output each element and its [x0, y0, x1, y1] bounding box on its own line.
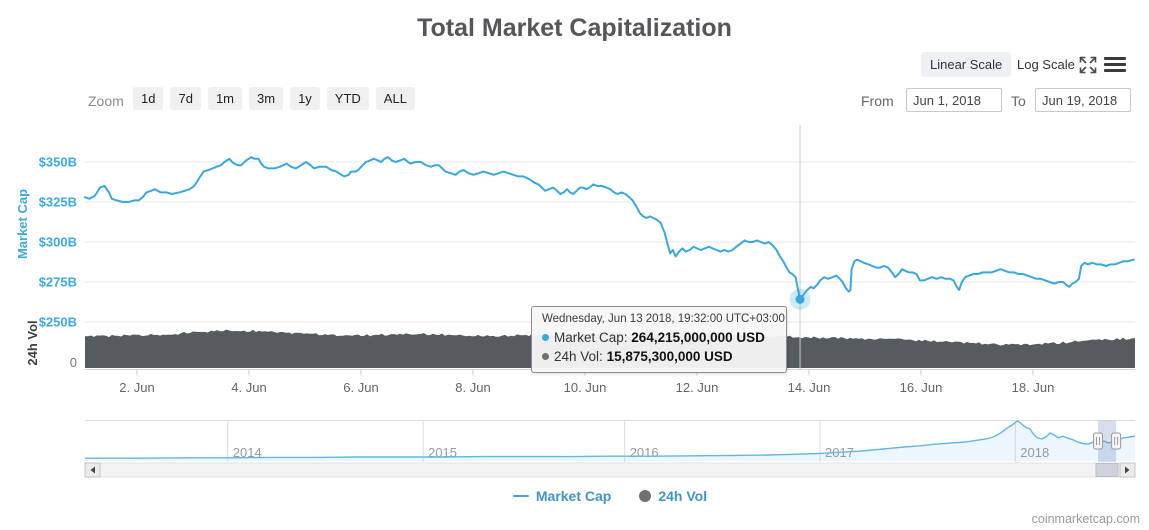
volume-zero-label: 0 [70, 355, 77, 370]
legend-circle-marker-icon [639, 490, 652, 502]
x-axis-tick-label: 8. Jun [455, 380, 490, 395]
zoom-button-ytd[interactable]: YTD [326, 87, 369, 110]
linear-scale-button[interactable]: Linear Scale [921, 52, 1012, 77]
navigator-selected-range[interactable] [1098, 420, 1117, 463]
scrollbar-track[interactable] [84, 462, 1136, 478]
x-axis-tick-label: 18. Jun [1012, 380, 1055, 395]
chart-legend: Market Cap 24h Vol [85, 488, 1135, 504]
tooltip-timestamp: Wednesday, Jun 13 2018, 19:32:00 UTC+03:… [542, 313, 785, 325]
tooltip-market-cap-value: 264,215,000,000 USD [631, 330, 765, 345]
navigator-handle-left[interactable] [1093, 432, 1104, 450]
legend-line-marker-icon [512, 494, 529, 498]
hamburger-menu-icon[interactable] [1104, 57, 1126, 72]
chart-tooltip: Wednesday, Jun 13 2018, 19:32:00 UTC+03:… [531, 306, 787, 373]
navigator-area [85, 421, 1135, 461]
x-axis-tick-label: 2. Jun [119, 380, 154, 395]
y-axis-tick-label: $275B [39, 275, 77, 290]
marker-dot [795, 294, 805, 304]
scroll-left-arrow-icon [90, 466, 95, 474]
zoom-label: Zoom [88, 93, 124, 109]
y-axis-tick-label: $250B [39, 315, 77, 330]
navigator-year-label: 2014 [233, 445, 262, 460]
x-axis-tick-label: 14. Jun [788, 380, 831, 395]
to-label: To [1011, 93, 1026, 109]
zoom-button-1m[interactable]: 1m [207, 87, 242, 110]
tooltip-market-cap-label: Market Cap: [554, 330, 632, 345]
volume-axis-title: 24h Vol [25, 320, 40, 366]
volume-bullet-icon [542, 353, 549, 360]
y-axis-tick-label: $300B [39, 235, 77, 250]
zoom-button-7d[interactable]: 7d [170, 87, 201, 110]
zoom-button-1d[interactable]: 1d [133, 87, 164, 110]
menu-bar [1104, 57, 1126, 60]
x-axis-tick-label: 10. Jun [564, 380, 607, 395]
zoom-button-group: 1d 7d 1m 3m 1y YTD ALL [133, 87, 415, 110]
log-scale-button[interactable]: Log Scale [1017, 57, 1075, 72]
menu-bar [1104, 69, 1126, 72]
tooltip-volume-label: 24h Vol: [554, 349, 607, 364]
x-axis-tick-label: 4. Jun [231, 380, 266, 395]
watermark: coinmarketcap.com [1031, 512, 1140, 526]
x-axis-tick-label: 16. Jun [900, 380, 943, 395]
legend-label: 24h Vol [658, 488, 708, 504]
from-date-input[interactable] [906, 88, 1002, 112]
legend-item-market-cap[interactable]: Market Cap [512, 488, 612, 504]
market-cap-axis-title: Market Cap [15, 188, 30, 260]
zoom-button-3m[interactable]: 3m [249, 87, 284, 110]
y-axis-tick-label: $325B [39, 195, 77, 210]
tooltip-market-cap-row: Market Cap: 264,215,000,000 USD [542, 328, 776, 347]
navigator-handle-right[interactable] [1111, 432, 1122, 450]
x-axis-tick-label: 12. Jun [676, 380, 719, 395]
page-title: Total Market Capitalization [417, 14, 732, 42]
navigator-year-label: 2018 [1020, 445, 1049, 460]
navigator-line [85, 420, 1136, 459]
expand-arrows-icon[interactable] [1078, 55, 1098, 75]
to-date-input[interactable] [1035, 88, 1131, 112]
market-cap-series [83, 156, 1135, 301]
from-label: From [861, 93, 894, 109]
scroll-right-arrow-icon [1125, 466, 1130, 474]
menu-bar [1104, 63, 1126, 66]
zoom-button-all[interactable]: ALL [375, 87, 415, 110]
market-cap-bullet-icon [542, 334, 549, 341]
y-axis-tick-label: $350B [39, 155, 77, 170]
tooltip-volume-row: 24h Vol: 15,875,300,000 USD [542, 347, 776, 366]
tooltip-volume-value: 15,875,300,000 USD [606, 349, 733, 364]
zoom-button-1y[interactable]: 1y [290, 87, 320, 110]
legend-label: Market Cap [535, 488, 612, 504]
legend-item-24h-vol[interactable]: 24h Vol [639, 488, 707, 504]
scrollbar-thumb[interactable] [1095, 463, 1119, 477]
x-axis-tick-label: 6. Jun [343, 380, 378, 395]
